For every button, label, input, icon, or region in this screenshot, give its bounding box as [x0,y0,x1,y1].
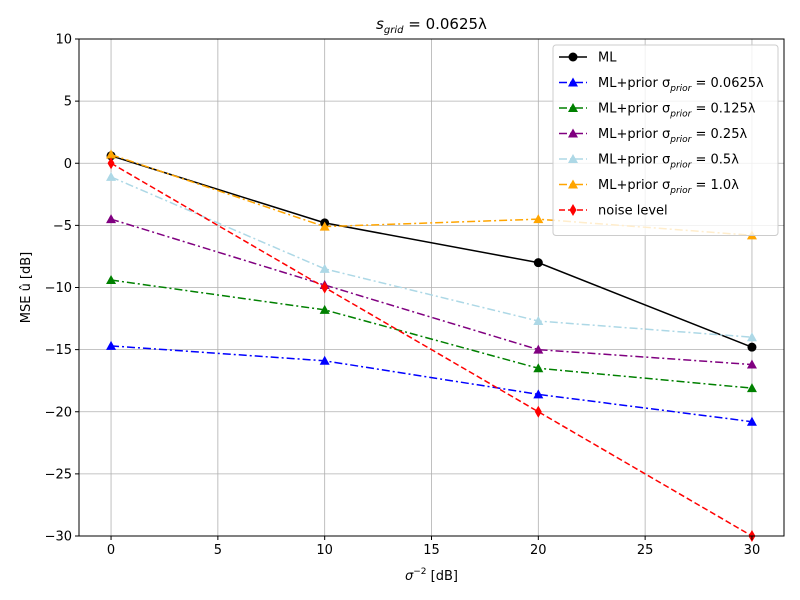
legend-item: ML+prior σprior = 0.0625λ [559,76,764,94]
series-line [110,155,753,348]
y-tick-label: −25 [45,467,72,482]
data-point [533,363,544,373]
y-tick-label: −30 [45,530,72,545]
data-point [107,157,115,170]
x-tick-label: 10 [316,543,333,558]
x-axis-ticks: 0 5 10 15 20 25 30 [107,536,760,558]
data-point [746,416,757,426]
y-tick-label: 10 [55,33,72,48]
data-point [568,154,578,163]
y-axis-label: MSE û [dB] [19,252,34,324]
legend-label: ML+prior σprior = 1.0λ [598,178,739,196]
series-line [110,176,753,338]
xlabel-main: σ [405,569,414,584]
y-tick-label: −15 [45,343,72,358]
data-point [533,389,544,399]
data-point [533,214,544,224]
data-point [746,332,757,342]
y-tick-label: −5 [53,219,72,234]
y-tick-label: −10 [45,281,72,296]
xlabel-rest: [dB] [427,569,458,584]
y-tick-label: 0 [64,157,72,172]
xlabel-sup: −2 [413,567,426,577]
data-point [321,281,329,294]
title-main: s [376,15,384,33]
legend-label: ML+prior σprior = 0.25λ [598,127,747,145]
data-point [568,103,578,112]
data-point [106,275,117,285]
data-point [106,340,117,350]
data-point [746,359,757,369]
x-tick-label: 15 [423,543,440,558]
legend-label: noise level [598,204,668,219]
series [107,157,756,542]
data-point [533,344,544,354]
legend-label: ML+prior σprior = 0.5λ [598,153,739,171]
series-line [110,162,753,537]
data-point [533,258,543,268]
series-line [110,279,753,389]
data-point [747,342,757,352]
x-tick-label: 25 [637,543,654,558]
legend-label: ML+prior σprior = 0.125λ [598,102,756,120]
series-layer [106,149,757,542]
x-tick-label: 0 [107,543,115,558]
title-rest: = 0.0625λ [403,15,487,33]
data-point [569,204,577,216]
data-point [533,316,544,326]
data-point [319,355,330,365]
data-point [319,221,330,231]
legend-label: ML [598,51,617,66]
y-axis-ticks: 10 5 0 −5 −10 −15 −20 −25 −30 [45,33,79,545]
legend-item: ML+prior σprior = 0.125λ [559,102,756,120]
legend-box [552,44,779,236]
series-line [110,345,753,423]
legend-item: noise level [559,204,668,219]
legend: ML ML+prior σprior = 0.0625λ ML+prior σpri… [552,44,779,236]
data-point [534,405,542,418]
x-tick-label: 5 [214,543,222,558]
data-point [319,304,330,314]
legend-item: ML+prior σprior = 0.5λ [559,153,739,171]
data-point [568,179,578,189]
x-tick-label: 30 [744,543,761,558]
legend-item: ML+prior σprior = 0.25λ [559,127,747,145]
x-tick-label: 20 [530,543,547,558]
chart-title: sgrid = 0.0625λ [376,15,487,36]
data-point [746,383,757,393]
series [106,171,757,342]
title-sub: grid [384,25,404,36]
legend-item: ML+prior σprior = 1.0λ [559,178,739,196]
series [106,340,757,426]
legend-label: ML+prior σprior = 0.0625λ [598,76,764,94]
data-point [568,128,578,138]
data-point [106,171,117,181]
data-point [568,52,578,62]
y-tick-label: 5 [64,95,72,110]
data-point [106,149,117,159]
series [106,275,757,393]
data-point [106,214,117,224]
data-point [568,77,578,87]
legend-item: ML [559,51,617,66]
y-tick-label: −20 [45,405,72,420]
x-axis-label: σ−2 [dB] [405,567,458,584]
data-point [319,263,330,273]
